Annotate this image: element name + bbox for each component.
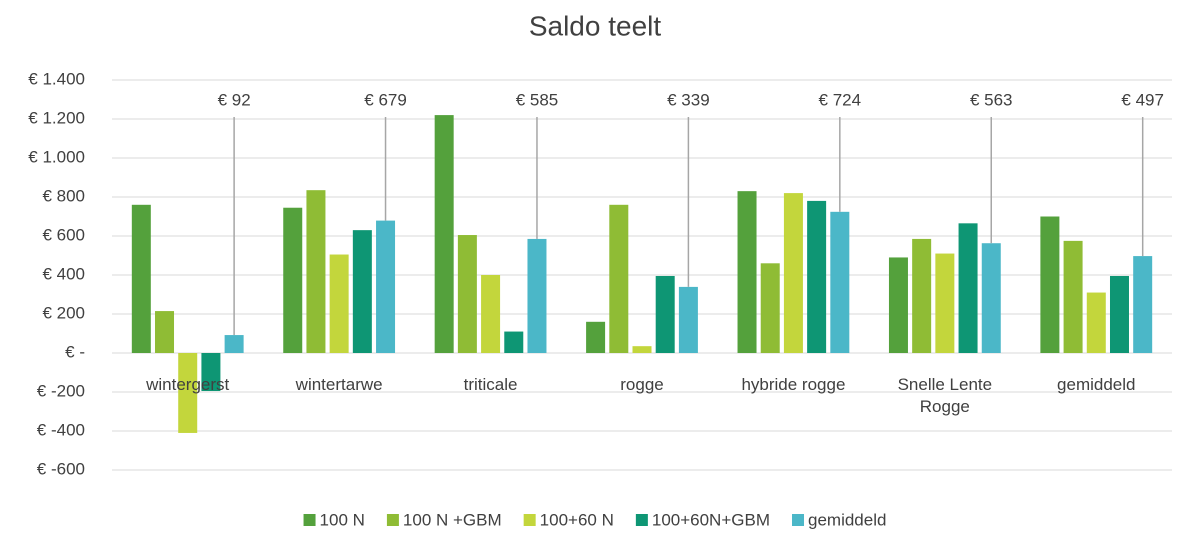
y-tick-label: € -200 (37, 381, 85, 400)
y-tick-label: € 400 (42, 264, 85, 283)
x-tick-label: gemiddeld (1057, 375, 1136, 394)
bar (655, 275, 675, 353)
chart-title: Saldo teelt (529, 10, 662, 41)
x-tick-label: wintergerst (146, 375, 230, 394)
bar (1063, 240, 1083, 353)
data-label: € 563 (970, 90, 1013, 109)
bar (1133, 256, 1153, 353)
y-tick-label: € 1.000 (28, 147, 85, 166)
x-tick-label: triticale (463, 375, 518, 394)
bar (1086, 292, 1106, 353)
bar (457, 235, 477, 353)
data-label: € 497 (1121, 90, 1164, 109)
x-tick-label: wintertarwe (295, 375, 383, 394)
bar (155, 311, 175, 353)
bar (504, 331, 524, 353)
bar (376, 220, 396, 353)
data-label: € 724 (819, 90, 862, 109)
bar (807, 200, 827, 353)
legend-swatch (635, 514, 648, 526)
x-tick-label: rogge (620, 375, 664, 394)
data-label: € 679 (364, 90, 407, 109)
legend-swatch (523, 514, 536, 526)
bar (632, 346, 652, 353)
bar (283, 207, 303, 353)
bar (678, 286, 698, 353)
legend-swatch (303, 514, 316, 526)
bar (201, 353, 221, 392)
bar (586, 321, 606, 353)
bar (481, 275, 501, 353)
bar (830, 211, 850, 353)
legend-label: 100+60 N (540, 510, 614, 529)
legend-label: 100+60N+GBM (652, 510, 770, 529)
data-label: € 585 (516, 90, 559, 109)
bar (981, 243, 1001, 353)
y-tick-label: € - (65, 342, 85, 361)
legend-label: 100 N +GBM (403, 510, 502, 529)
y-tick-label: € 600 (42, 225, 85, 244)
bar (306, 190, 326, 353)
y-tick-label: € -600 (37, 459, 85, 478)
bar (329, 254, 349, 353)
bar (224, 335, 244, 353)
y-tick-label: € 200 (42, 303, 85, 322)
bar (760, 263, 780, 353)
bar (352, 230, 372, 353)
bar (609, 204, 629, 353)
x-tick-label: Snelle Lente Rogge (897, 375, 993, 416)
bar (958, 223, 978, 353)
bar (1040, 216, 1060, 353)
bar (1109, 275, 1129, 353)
y-tick-label: € -400 (37, 420, 85, 439)
data-label: € 92 (218, 90, 251, 109)
legend-swatch (792, 514, 805, 526)
bar (178, 353, 198, 433)
data-label: € 339 (667, 90, 710, 109)
x-tick-label: hybride rogge (741, 375, 846, 394)
y-tick-label: € 1.400 (28, 69, 85, 88)
legend-swatch (386, 514, 399, 526)
legend-label: gemiddeld (808, 510, 886, 529)
bar (935, 253, 955, 353)
y-tick-label: € 1.200 (28, 108, 85, 127)
y-tick-label: € 800 (42, 186, 85, 205)
bar (434, 115, 454, 353)
bar (131, 204, 151, 353)
bar (912, 238, 932, 353)
legend-label: 100 N (320, 510, 365, 529)
bar (737, 191, 757, 353)
bar (888, 257, 908, 353)
bar (783, 193, 803, 353)
bar (527, 238, 547, 353)
